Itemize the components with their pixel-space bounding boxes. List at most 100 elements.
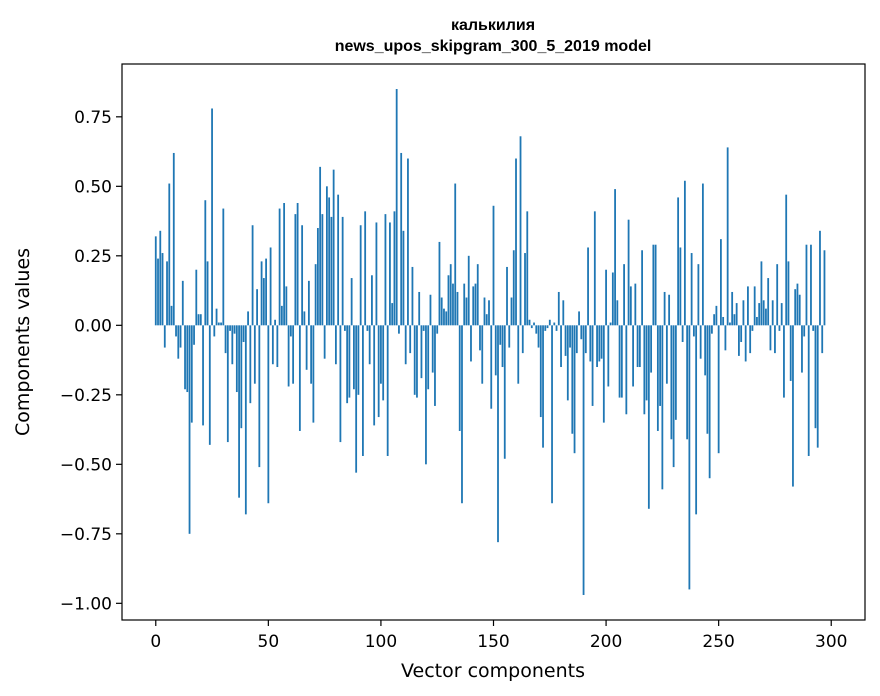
bar <box>492 205 495 326</box>
bar <box>573 325 576 454</box>
bar <box>605 269 607 326</box>
bar <box>458 325 461 431</box>
bar <box>699 325 702 359</box>
plot-frame <box>121 63 866 621</box>
bar <box>663 291 666 326</box>
bar <box>474 283 477 326</box>
bar <box>233 325 236 334</box>
bar <box>253 325 256 384</box>
bar <box>256 289 258 326</box>
bar <box>188 325 191 534</box>
bar <box>544 325 547 331</box>
bar <box>271 325 274 365</box>
bar <box>792 325 794 487</box>
bar <box>251 225 254 326</box>
bar <box>215 308 218 326</box>
bar <box>634 283 637 326</box>
bar <box>650 325 653 373</box>
bar <box>382 325 385 401</box>
bar <box>267 325 270 504</box>
bar <box>731 291 734 326</box>
bar <box>810 244 812 326</box>
bar <box>199 314 202 326</box>
bar <box>238 325 240 498</box>
bar <box>398 325 400 334</box>
bar <box>202 325 204 426</box>
bar <box>265 258 267 326</box>
bar <box>389 222 391 326</box>
bar <box>706 325 709 434</box>
x-tick-label: 300 <box>815 632 847 652</box>
bar <box>287 325 290 387</box>
bar <box>609 322 612 326</box>
bar <box>758 303 761 326</box>
bar <box>704 325 707 376</box>
bar <box>452 283 454 326</box>
bar <box>560 325 562 368</box>
bar <box>720 239 722 326</box>
bar <box>499 325 502 345</box>
bar <box>276 325 279 368</box>
bar <box>686 325 689 440</box>
bar <box>602 325 605 423</box>
bar <box>166 261 168 326</box>
bar <box>341 216 344 326</box>
bar <box>449 264 452 326</box>
bar <box>325 186 328 326</box>
bar <box>292 325 295 384</box>
bar <box>242 325 245 342</box>
bar <box>258 325 261 468</box>
bar <box>661 325 664 490</box>
bar <box>330 216 333 326</box>
bar <box>620 325 623 398</box>
bar <box>596 325 598 368</box>
bar <box>353 325 355 390</box>
bar <box>447 275 450 326</box>
bar <box>717 325 720 454</box>
bar <box>555 325 558 331</box>
bar <box>231 325 234 365</box>
y-axis-ticks: −1.00 −0.75 −0.50 −0.25 0.00 0.25 0.50 0.75 <box>60 108 122 614</box>
bar <box>618 325 621 398</box>
y-tick-label: 0.75 <box>74 108 112 128</box>
bar <box>350 278 353 326</box>
bar <box>328 197 331 326</box>
bar <box>656 325 659 431</box>
bar <box>278 208 281 326</box>
bar <box>431 325 434 373</box>
bar <box>503 325 506 459</box>
bar <box>323 325 326 359</box>
bar <box>812 325 815 331</box>
bar <box>208 325 211 445</box>
chart-title-line1: калькилия <box>451 17 535 34</box>
bar <box>364 211 367 326</box>
bar <box>346 325 349 404</box>
bar <box>443 308 445 326</box>
bar <box>803 325 806 337</box>
bar <box>535 325 538 334</box>
bar <box>184 325 186 390</box>
bar <box>393 211 396 326</box>
bar <box>298 325 301 431</box>
bar <box>377 325 380 418</box>
bar <box>434 325 436 406</box>
bar <box>355 325 358 473</box>
bar <box>497 325 499 543</box>
bar <box>375 222 378 326</box>
bar <box>524 253 526 326</box>
bar <box>771 300 774 326</box>
bar <box>332 169 335 326</box>
y-tick-label: −0.75 <box>60 525 112 545</box>
bar <box>472 286 475 326</box>
y-axis-label: Components values <box>12 248 34 436</box>
bar <box>262 278 265 326</box>
bar <box>616 300 619 326</box>
x-tick-label: 200 <box>590 632 622 652</box>
bar <box>765 308 767 326</box>
bar <box>409 325 412 354</box>
bar <box>494 325 497 376</box>
bar <box>688 325 691 590</box>
bar <box>177 325 180 359</box>
bar <box>607 325 610 387</box>
bar <box>445 311 448 326</box>
